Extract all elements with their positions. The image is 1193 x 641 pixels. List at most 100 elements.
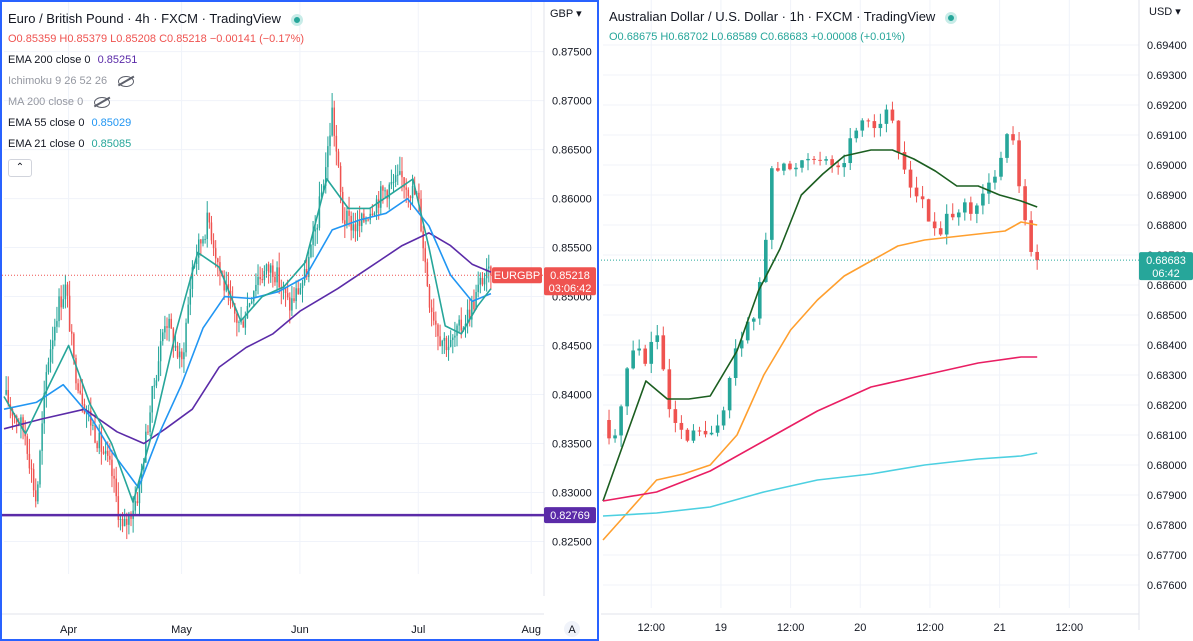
left-ohlc: O0.85359 H0.85379 L0.85208 C0.85218 −0.0… [8, 33, 305, 45]
candle-body [145, 431, 147, 463]
y-tick-label: 0.85500 [552, 243, 592, 255]
candle-body [454, 335, 456, 338]
candle-body [1029, 220, 1033, 252]
hidden-eye-icon[interactable] [118, 75, 135, 87]
candle-body [896, 120, 901, 153]
indicator-ichimoku[interactable]: Ichimoku 9 26 52 26 [8, 71, 304, 92]
candle-body [848, 138, 853, 164]
y-tick-label: 0.86000 [552, 194, 592, 206]
candle-body [248, 303, 251, 307]
y-tick-label: 0.82500 [552, 537, 592, 549]
candle-body [872, 121, 877, 129]
candle-body [217, 258, 219, 263]
x-tick-label: 19 [715, 622, 727, 634]
candle-body [962, 202, 967, 213]
candle-body [159, 341, 162, 362]
candle-body [102, 451, 105, 454]
candle-body [445, 337, 448, 351]
candle-body [166, 326, 168, 328]
hline-price-label-text: 0.82769 [550, 510, 590, 522]
candle-body [806, 158, 810, 161]
candle-body [382, 186, 384, 191]
candle-body [685, 429, 690, 441]
candle-body [286, 292, 289, 298]
candle-body [151, 386, 153, 413]
candle-body [902, 152, 907, 170]
candle-body [866, 120, 871, 122]
candle-body [60, 296, 62, 308]
candle-body [384, 190, 386, 192]
auto-scale-label: A [568, 624, 576, 636]
candle-body [878, 123, 883, 129]
right-chart-canvas[interactable]: 0.67600 0.67700 0.67800 0.67900 0.68000 0.681… [601, 0, 1193, 641]
candle-body [204, 239, 206, 241]
left-chart-canvas[interactable]: 0.82500 0.83000 0.83500 0.84000 0.84500 0.850… [2, 2, 597, 639]
candle-body [403, 177, 405, 188]
currency-label: USD ▾ [1149, 6, 1181, 18]
candle-body [299, 288, 302, 295]
candle-body [441, 340, 443, 347]
candle-body [363, 213, 365, 222]
candle-body [449, 340, 452, 347]
candle-body [189, 288, 192, 305]
candle-body [56, 321, 58, 327]
candle-body [413, 186, 416, 195]
collapse-legend-button[interactable]: ⌃ [8, 159, 32, 177]
candle-body [233, 303, 236, 314]
candle-body [709, 432, 714, 435]
left-chart-title: Euro / British Pound · 4h · FXCM · Tradi… [8, 11, 281, 26]
candle-body [206, 212, 208, 240]
candle-body [367, 219, 369, 221]
candle-body [377, 199, 380, 208]
candle-body [308, 257, 310, 278]
market-status-icon [944, 11, 957, 24]
indicator-ema55[interactable]: EMA 55 close 0 0.85029 [8, 117, 132, 129]
candle-body [443, 337, 446, 341]
x-tick-label: Jul [411, 624, 425, 636]
left-chart-panel[interactable]: 0.82500 0.83000 0.83500 0.84000 0.84500 0.850… [0, 0, 599, 641]
candle-body [255, 284, 257, 292]
indicator-ema21[interactable]: EMA 21 close 0 0.85085 [8, 138, 132, 150]
candle-body [318, 196, 321, 228]
candle-body [43, 392, 45, 424]
candle-body [37, 484, 39, 502]
y-tick-label: 0.68500 [1147, 310, 1187, 322]
candle-body [327, 146, 329, 168]
y-tick-label: 0.86500 [552, 145, 592, 157]
candle-body [329, 135, 331, 147]
candle-body [371, 213, 374, 215]
candle-body [257, 276, 259, 285]
candle-body [439, 336, 441, 347]
candle-body [227, 284, 230, 291]
candle-body [631, 350, 635, 369]
indicator-ma200[interactable]: MA 200 close 0 [8, 92, 304, 113]
candle-body [390, 181, 393, 185]
x-tick-label: 21 [994, 622, 1006, 634]
candle-body [96, 442, 98, 449]
candle-body [333, 107, 335, 136]
grid [4, 2, 544, 574]
candle-body [312, 231, 314, 245]
candle-body [625, 368, 629, 407]
y-tick-label: 0.83500 [552, 439, 592, 451]
candle-body [479, 277, 482, 285]
candle-body [411, 186, 414, 199]
grid [603, 0, 1139, 608]
last-price-label-text: 0.68683 [1146, 255, 1186, 267]
candle-body [456, 325, 458, 336]
right-chart-panel[interactable]: 0.67600 0.67700 0.67800 0.67900 0.68000 0.681… [601, 0, 1193, 641]
candle-body [70, 331, 73, 334]
candle-body [938, 228, 943, 235]
symbol-badge-text: EURGBP [494, 270, 540, 282]
candle-body [32, 469, 35, 491]
auto-scale-button [564, 621, 580, 637]
indicator-line [3, 178, 492, 504]
candle-body [613, 435, 617, 439]
indicator-ema200[interactable]: EMA 200 close 0 0.85251 [8, 54, 138, 66]
candle-body [106, 450, 109, 456]
hidden-eye-icon[interactable] [94, 96, 111, 108]
x-tick-label: Jun [291, 624, 309, 636]
candle-body [770, 168, 774, 240]
candle-body [170, 318, 172, 329]
candle-body [26, 436, 29, 454]
